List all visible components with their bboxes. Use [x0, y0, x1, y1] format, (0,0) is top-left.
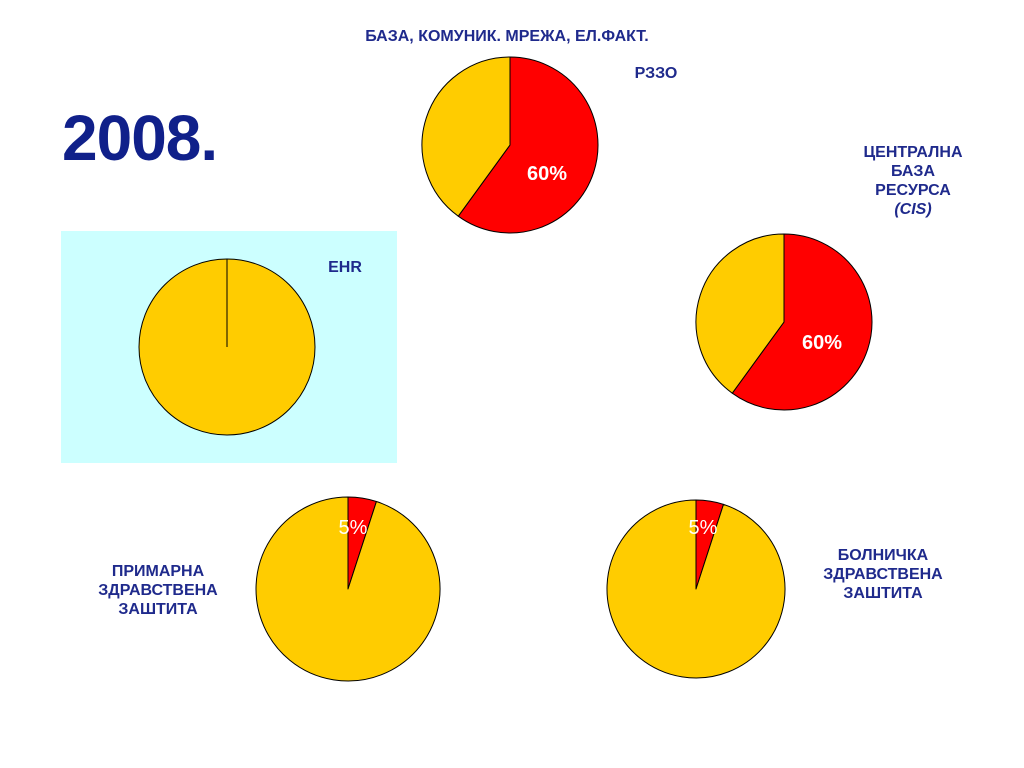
- pie-rzzo: 60%: [421, 56, 599, 234]
- pie-ehr: [138, 258, 316, 436]
- pie-cis-slice-2: [695, 233, 785, 394]
- pie-hospital-care-slice-2: [606, 499, 786, 679]
- cis-title: ЦЕНТРАЛНА БАЗА РЕСУРСА (CIS): [863, 143, 962, 219]
- pie-rzzo-slice-1: [457, 56, 599, 234]
- cis-title-line-1: ЦЕНТРАЛНА: [863, 144, 963, 161]
- ehr-title: EHR: [328, 259, 362, 276]
- primary-care-title: ПРИМАРНА ЗДРАВСТВЕНА ЗАШТИТА: [98, 562, 217, 619]
- pie-rzzo-data-label: 60%: [527, 163, 567, 185]
- cis-title-line-3: РЕСУРСА: [875, 182, 951, 199]
- rzzo-title: РЗЗО: [634, 65, 678, 82]
- pie-hospital-care: 5%: [606, 499, 786, 679]
- hospital-care-title-line-3: ЗАШТИТА: [843, 585, 923, 602]
- hospital-care-title-line-1: БОЛНИЧКА: [837, 547, 929, 564]
- primary-care-title-line-1: ПРИМАРНА: [111, 563, 205, 580]
- cis-subtitle: (CIS): [894, 201, 932, 218]
- pie-cis-data-label: 60%: [802, 332, 842, 354]
- primary-care-title-line-3: ЗАШТИТА: [118, 601, 198, 618]
- pie-primary-care-slice-2: [255, 496, 441, 682]
- pie-cis-slice-1: [731, 233, 873, 411]
- year-title: 2008.: [62, 102, 218, 174]
- rzzo-caption: БАЗА, КОМУНИК. МРЕЖА, ЕЛ.ФАКТ.: [365, 28, 649, 45]
- pie-primary-care: 5%: [255, 496, 441, 682]
- pie-primary-care-data-label: 5%: [339, 517, 368, 539]
- pie-hospital-care-data-label: 5%: [689, 517, 718, 539]
- hospital-care-title: БОЛНИЧКА ЗДРАВСТВЕНА ЗАШТИТА: [823, 546, 942, 603]
- pie-rzzo-slice-2: [421, 56, 511, 217]
- cis-title-line-2: БАЗА: [890, 163, 936, 180]
- pie-cis: 60%: [695, 233, 873, 411]
- primary-care-title-line-2: ЗДРАВСТВЕНА: [98, 582, 218, 599]
- hospital-care-title-line-2: ЗДРАВСТВЕНА: [823, 566, 943, 583]
